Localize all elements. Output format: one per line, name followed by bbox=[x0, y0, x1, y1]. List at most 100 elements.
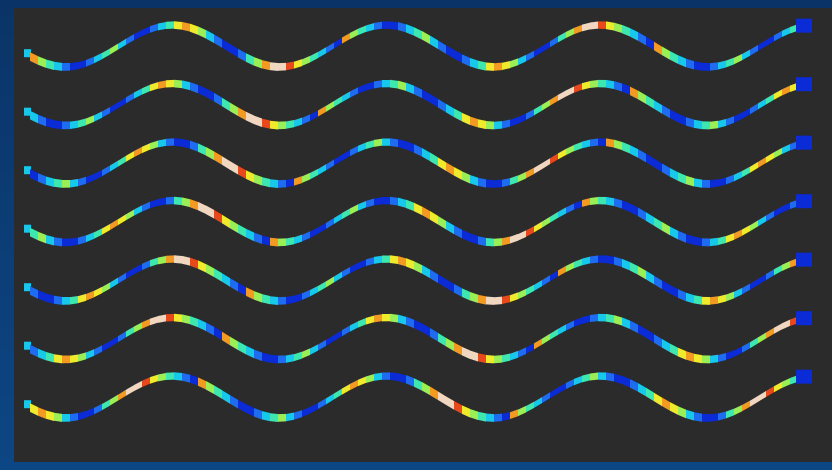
ribbon-segment bbox=[518, 171, 526, 183]
ribbon-segment bbox=[270, 120, 278, 130]
ribbon-segment bbox=[318, 398, 326, 410]
ribbon-segment bbox=[582, 22, 590, 32]
ribbon-segment bbox=[766, 93, 774, 105]
ribbon-segment bbox=[438, 391, 446, 405]
ribbon-segment bbox=[158, 197, 166, 206]
ribbon-segment bbox=[182, 21, 190, 32]
ribbon-segment bbox=[486, 179, 494, 188]
ribbon-segment bbox=[782, 202, 790, 213]
ribbon-segment bbox=[726, 57, 734, 68]
ribbon-segment bbox=[46, 351, 54, 363]
ribbon-segment bbox=[126, 268, 134, 279]
ribbon-segment bbox=[486, 238, 494, 247]
ribbon-segment bbox=[246, 345, 254, 359]
ribbon-segment bbox=[350, 321, 358, 332]
ribbon-segment bbox=[774, 381, 782, 393]
ribbon-segment bbox=[38, 407, 46, 419]
ribbon-segment bbox=[166, 21, 174, 30]
ribbon-segment bbox=[566, 27, 574, 39]
ribbon-segment bbox=[438, 157, 446, 171]
ribbon-segment bbox=[414, 27, 422, 40]
ribbon-segment bbox=[174, 313, 182, 323]
ribbon-segment bbox=[110, 160, 118, 172]
ribbon-segment bbox=[382, 138, 390, 146]
ribbon-segment bbox=[262, 177, 270, 188]
ribbon-segment bbox=[518, 347, 526, 358]
ribbon-cap bbox=[24, 341, 31, 350]
ribbon-segment bbox=[510, 350, 518, 361]
ribbon-segment bbox=[718, 235, 726, 246]
ribbon-segment bbox=[230, 102, 238, 116]
ribbon-segment bbox=[454, 342, 462, 356]
wave-ribbon bbox=[24, 194, 812, 247]
ribbon-segment bbox=[198, 84, 206, 98]
ribbon-segment bbox=[590, 255, 598, 264]
ribbon-cap bbox=[796, 252, 812, 267]
ribbon-segment bbox=[550, 328, 558, 340]
ribbon-segment bbox=[158, 138, 166, 148]
ribbon-segment bbox=[166, 255, 174, 264]
ribbon-segment bbox=[102, 340, 110, 352]
ribbon-segment bbox=[518, 405, 526, 417]
ribbon-segment bbox=[382, 196, 390, 205]
ribbon-cap bbox=[24, 224, 31, 233]
ribbon-segment bbox=[454, 401, 462, 414]
ribbon-segment bbox=[190, 316, 198, 328]
ribbon-segment bbox=[686, 409, 694, 421]
ribbon-segment bbox=[486, 355, 494, 364]
ribbon-segment bbox=[78, 118, 86, 128]
ribbon-segment bbox=[190, 199, 198, 211]
ribbon-segment bbox=[326, 393, 334, 405]
ribbon-segment bbox=[494, 238, 502, 247]
ribbon-segment bbox=[438, 332, 446, 347]
ribbon-segment bbox=[150, 374, 158, 384]
ribbon-segment bbox=[718, 118, 726, 129]
ribbon-segment bbox=[462, 112, 470, 125]
ribbon-segment bbox=[238, 341, 246, 355]
ribbon-segment bbox=[462, 171, 470, 184]
ribbon-segment bbox=[662, 105, 670, 119]
ribbon-segment bbox=[254, 408, 262, 420]
ribbon-segment bbox=[566, 86, 574, 97]
ribbon-segment bbox=[630, 28, 638, 41]
ribbon-segment bbox=[646, 153, 654, 168]
ribbon-segment bbox=[438, 40, 446, 54]
ribbon-segment bbox=[374, 80, 382, 89]
ribbon-segment bbox=[606, 255, 614, 265]
ribbon-segment bbox=[342, 325, 350, 337]
ribbon-segment bbox=[494, 179, 502, 188]
ribbon-segment bbox=[238, 165, 246, 179]
ribbon-segment bbox=[342, 32, 350, 44]
ribbon-segment bbox=[270, 296, 278, 305]
ribbon-segment bbox=[190, 23, 198, 35]
ribbon-segment bbox=[566, 320, 574, 331]
ribbon-segment bbox=[262, 118, 270, 129]
wave-ribbon bbox=[24, 369, 812, 422]
ribbon-segment bbox=[526, 50, 534, 62]
ribbon-segment bbox=[238, 48, 246, 62]
ribbon-segment bbox=[686, 234, 694, 246]
ribbon-segment bbox=[390, 79, 398, 89]
ribbon-segment bbox=[286, 120, 294, 129]
ribbon-segment bbox=[230, 395, 238, 409]
ribbon-segment bbox=[766, 210, 774, 222]
ribbon-segment bbox=[262, 235, 270, 246]
ribbon-segment bbox=[326, 42, 334, 54]
ribbon-segment bbox=[678, 406, 686, 419]
ribbon-segment bbox=[718, 294, 726, 304]
ribbon-segment bbox=[686, 175, 694, 187]
ribbon-segment bbox=[134, 146, 142, 158]
ribbon-segment bbox=[358, 376, 366, 387]
ribbon-segment bbox=[646, 270, 654, 285]
ribbon-segment bbox=[542, 158, 550, 170]
ribbon-segment bbox=[742, 400, 750, 412]
ribbon-segment bbox=[686, 351, 694, 363]
ribbon-segment bbox=[678, 230, 686, 243]
ribbon-segment bbox=[654, 158, 662, 173]
ribbon-segment bbox=[574, 83, 582, 93]
ribbon-segment bbox=[302, 55, 310, 66]
ribbon-segment bbox=[110, 219, 118, 231]
ribbon-segment bbox=[358, 84, 366, 94]
ribbon-segment bbox=[86, 349, 94, 360]
ribbon-segment bbox=[542, 392, 550, 404]
